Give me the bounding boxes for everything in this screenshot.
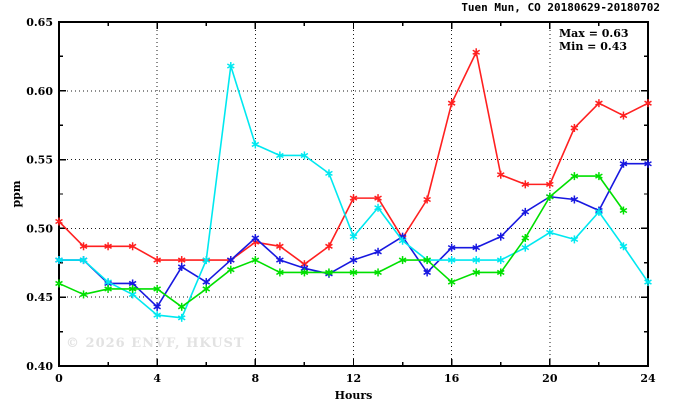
chart-title: Tuen Mun, CO 20180629-20180702 — [461, 1, 660, 14]
svg-text:0.65: 0.65 — [26, 16, 53, 29]
stats-annotation: Max = 0.63 Min = 0.43 — [559, 27, 629, 53]
svg-text:0.45: 0.45 — [26, 291, 53, 304]
svg-text:0: 0 — [55, 372, 63, 385]
series-day4 — [55, 172, 628, 311]
svg-text:24: 24 — [640, 372, 656, 385]
svg-text:20: 20 — [542, 372, 558, 385]
svg-text:0.40: 0.40 — [26, 360, 53, 373]
svg-text:0.50: 0.50 — [26, 222, 53, 235]
svg-text:16: 16 — [444, 372, 460, 385]
max-label: Max = 0.63 — [559, 27, 629, 40]
svg-text:8: 8 — [252, 372, 260, 385]
plot-frame — [58, 21, 649, 367]
x-axis-label: Hours — [335, 389, 373, 402]
min-label: Min = 0.43 — [559, 40, 628, 53]
data-series — [55, 48, 652, 322]
axis-ticks — [58, 21, 649, 367]
svg-text:4: 4 — [153, 372, 161, 385]
axis-tick-labels: 0.40 0.45 0.50 0.55 0.60 0.65 0 4 8 12 16 20 24 — [26, 16, 656, 385]
gridlines — [59, 22, 648, 366]
series-day3 — [55, 62, 652, 322]
svg-text:0.55: 0.55 — [26, 154, 53, 167]
svg-text:12: 12 — [346, 372, 361, 385]
y-axis-label: ppm — [10, 180, 23, 207]
svg-text:0.60: 0.60 — [26, 85, 53, 98]
